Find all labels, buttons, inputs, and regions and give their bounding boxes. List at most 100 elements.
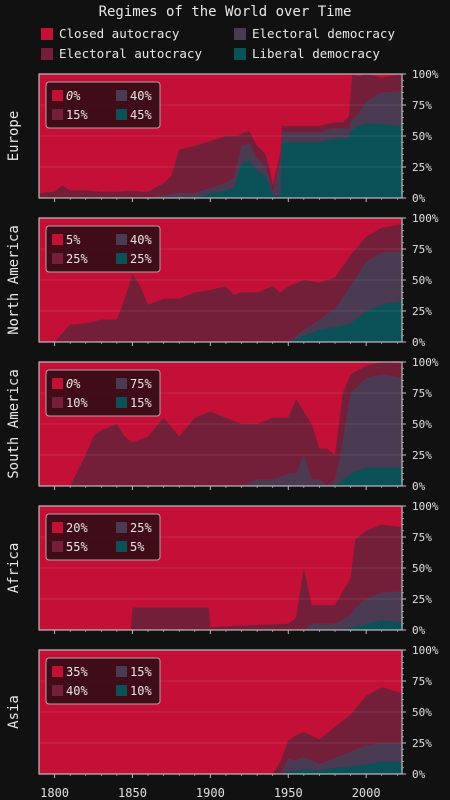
y-tick-label: 25% bbox=[412, 449, 432, 462]
inset-legend-asia bbox=[45, 657, 161, 705]
inset-value-liberal-democracy: 5% bbox=[130, 540, 145, 554]
inset-swatch-electoral-autocracy bbox=[52, 253, 63, 264]
legend-swatch-liberal-democracy bbox=[234, 47, 246, 60]
chart-title: Regimes of the World over Time bbox=[98, 4, 352, 20]
inset-swatch-liberal-democracy bbox=[116, 397, 127, 408]
area-liberal-democracy-south-america bbox=[39, 467, 402, 486]
x-tick-label-1900: 1900 bbox=[196, 786, 225, 800]
inset-swatch-electoral-democracy bbox=[116, 666, 127, 677]
inset-value-electoral-autocracy: 15% bbox=[66, 108, 88, 122]
x-tick-label-1850: 1850 bbox=[118, 786, 147, 800]
inset-swatch-closed-autocracy bbox=[52, 234, 63, 245]
legend-item-electoral-democracy: Electoral democracy bbox=[234, 26, 395, 41]
area-electoral-democracy-asia bbox=[39, 743, 402, 774]
inset-value-electoral-autocracy: 25% bbox=[66, 252, 88, 266]
y-tick-label: 75% bbox=[412, 243, 432, 256]
y-tick-label: 75% bbox=[412, 675, 432, 688]
inset-swatch-closed-autocracy bbox=[52, 378, 63, 389]
inset-value-liberal-democracy: 10% bbox=[130, 684, 152, 698]
area-liberal-democracy-europe bbox=[39, 123, 402, 198]
area-electoral-autocracy-asia bbox=[39, 687, 402, 774]
y-tick-label: 50% bbox=[412, 706, 432, 719]
inset-value-liberal-democracy: 15% bbox=[130, 396, 152, 410]
inset-value-liberal-democracy: 25% bbox=[130, 252, 152, 266]
x-tick-label-2000: 2000 bbox=[352, 786, 381, 800]
inset-legend-south-america bbox=[45, 369, 161, 417]
area-electoral-autocracy-europe bbox=[39, 74, 402, 198]
legend-label-electoral-autocracy: Electoral autocracy bbox=[59, 46, 202, 61]
inset-swatch-liberal-democracy bbox=[116, 109, 127, 120]
legend-label-closed-autocracy: Closed autocracy bbox=[59, 26, 180, 41]
y-tick-label: 100% bbox=[412, 644, 439, 657]
inset-swatch-electoral-democracy bbox=[116, 234, 127, 245]
y-tick-label: 25% bbox=[412, 161, 432, 174]
y-tick-label: 100% bbox=[412, 500, 439, 513]
y-tick-label: 50% bbox=[412, 562, 432, 575]
inset-legend-africa bbox=[45, 513, 161, 561]
inset-swatch-closed-autocracy bbox=[52, 666, 63, 677]
legend-swatch-electoral-autocracy bbox=[41, 47, 53, 60]
inset-swatch-electoral-democracy bbox=[116, 378, 127, 389]
inset-value-closed-autocracy: 5% bbox=[66, 233, 81, 247]
inset-swatch-liberal-democracy bbox=[116, 541, 127, 552]
inset-legend-europe bbox=[45, 81, 161, 129]
inset-value-closed-autocracy: 35% bbox=[66, 665, 88, 679]
area-electoral-autocracy-africa bbox=[39, 524, 402, 630]
panel-africa: 0% 25% 50% 75% 100% Africa 20% 25% 55% 5% bbox=[6, 500, 439, 637]
inset-swatch-liberal-democracy bbox=[116, 685, 127, 696]
legend-label-liberal-democracy: Liberal democracy bbox=[252, 46, 380, 61]
region-label-africa: Africa bbox=[6, 543, 22, 594]
y-tick-label: 0% bbox=[412, 768, 426, 781]
y-tick-label: 25% bbox=[412, 737, 432, 750]
x-tick-label-1950: 1950 bbox=[274, 786, 303, 800]
x-tick-label-1800: 1800 bbox=[40, 786, 69, 800]
legend-swatch-closed-autocracy bbox=[41, 27, 53, 40]
area-electoral-autocracy-south-america bbox=[39, 362, 402, 486]
y-tick-label: 50% bbox=[412, 130, 432, 143]
legend-item-electoral-autocracy: Electoral autocracy bbox=[41, 46, 202, 61]
inset-swatch-electoral-democracy bbox=[116, 90, 127, 101]
legend-swatch-electoral-democracy bbox=[234, 27, 246, 40]
inset-swatch-closed-autocracy bbox=[52, 522, 63, 533]
inset-swatch-liberal-democracy bbox=[116, 253, 127, 264]
inset-value-electoral-democracy: 75% bbox=[130, 377, 152, 391]
y-tick-label: 100% bbox=[412, 212, 439, 225]
inset-legend-north-america bbox=[45, 225, 161, 273]
inset-value-electoral-democracy: 15% bbox=[130, 665, 152, 679]
y-tick-label: 25% bbox=[412, 593, 432, 606]
region-label-europe: Europe bbox=[6, 111, 22, 162]
inset-value-closed-autocracy: 0% bbox=[66, 89, 81, 103]
area-electoral-democracy-europe bbox=[39, 91, 402, 198]
panel-north-america: 0% 25% 50% 75% 100% North America 5% 40% 25% 25% bbox=[6, 212, 439, 349]
inset-value-liberal-democracy: 45% bbox=[130, 108, 152, 122]
panel-asia: 0% 25% 50% 75% 100% Asia 35% 15% 40% 10% bbox=[6, 644, 439, 781]
legend-item-closed-autocracy: Closed autocracy bbox=[41, 26, 179, 41]
region-label-north-america: North America bbox=[6, 225, 22, 335]
area-liberal-democracy-asia bbox=[39, 761, 402, 774]
y-tick-label: 0% bbox=[412, 336, 426, 349]
inset-value-closed-autocracy: 20% bbox=[66, 521, 88, 535]
region-label-asia: Asia bbox=[6, 695, 22, 729]
legend-label-electoral-democracy: Electoral democracy bbox=[252, 26, 395, 41]
inset-swatch-electoral-autocracy bbox=[52, 541, 63, 552]
region-label-south-america: South America bbox=[6, 369, 22, 479]
y-tick-label: 100% bbox=[412, 68, 439, 81]
y-tick-label: 75% bbox=[412, 531, 432, 544]
inset-swatch-electoral-democracy bbox=[116, 522, 127, 533]
y-tick-label: 50% bbox=[412, 418, 432, 431]
inset-value-electoral-autocracy: 10% bbox=[66, 396, 88, 410]
y-tick-label: 50% bbox=[412, 274, 432, 287]
area-electoral-autocracy-north-america bbox=[39, 224, 402, 342]
inset-swatch-closed-autocracy bbox=[52, 90, 63, 101]
y-tick-label: 75% bbox=[412, 387, 432, 400]
area-liberal-democracy-north-america bbox=[39, 301, 402, 342]
y-tick-label: 0% bbox=[412, 192, 426, 205]
y-tick-label: 0% bbox=[412, 624, 426, 637]
panel-europe: 0% 25% 50% 75% 100% Europe 0% 40% 15% 45% bbox=[6, 68, 439, 205]
inset-value-electoral-autocracy: 40% bbox=[66, 684, 88, 698]
y-tick-label: 75% bbox=[412, 99, 432, 112]
y-tick-label: 25% bbox=[412, 305, 432, 318]
inset-value-electoral-democracy: 40% bbox=[130, 233, 152, 247]
inset-swatch-electoral-autocracy bbox=[52, 109, 63, 120]
area-electoral-democracy-south-america bbox=[39, 374, 402, 486]
